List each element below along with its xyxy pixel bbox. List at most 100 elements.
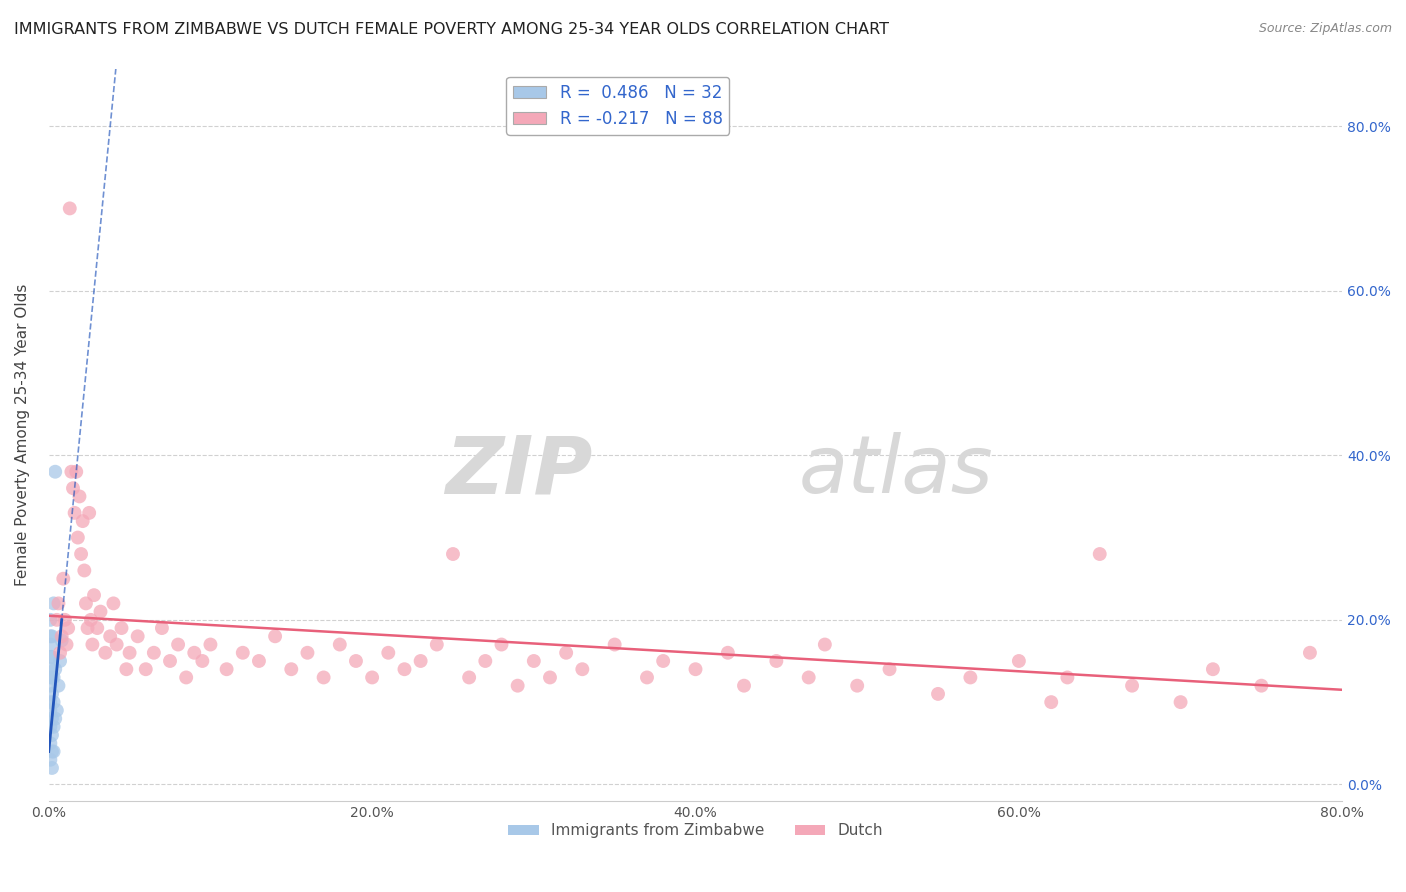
Point <box>394 662 416 676</box>
Text: ZIP: ZIP <box>444 433 592 510</box>
Point <box>48 679 70 693</box>
Point <box>458 670 481 684</box>
Point <box>927 687 949 701</box>
Point <box>41 687 63 701</box>
Point <box>63 506 86 520</box>
Point <box>76 621 98 635</box>
Point <box>49 646 72 660</box>
Point <box>49 654 72 668</box>
Point <box>733 679 755 693</box>
Point <box>56 621 79 635</box>
Point <box>127 629 149 643</box>
Point <box>409 654 432 668</box>
Point <box>80 613 103 627</box>
Point <box>66 531 89 545</box>
Point <box>42 670 65 684</box>
Point <box>42 744 65 758</box>
Point <box>39 679 62 693</box>
Point <box>491 638 513 652</box>
Point <box>39 720 62 734</box>
Point <box>75 596 97 610</box>
Point <box>39 670 62 684</box>
Point <box>60 465 83 479</box>
Point <box>1008 654 1031 668</box>
Point <box>603 638 626 652</box>
Point <box>215 662 238 676</box>
Point <box>280 662 302 676</box>
Point <box>39 629 62 643</box>
Point <box>1056 670 1078 684</box>
Point <box>72 514 94 528</box>
Point <box>344 654 367 668</box>
Point <box>53 613 76 627</box>
Point <box>797 670 820 684</box>
Point <box>1202 662 1225 676</box>
Point <box>51 633 73 648</box>
Point <box>86 621 108 635</box>
Point <box>59 202 82 216</box>
Point <box>110 621 132 635</box>
Point <box>105 638 128 652</box>
Point <box>717 646 740 660</box>
Point <box>555 646 578 660</box>
Point <box>652 654 675 668</box>
Point <box>55 638 77 652</box>
Point <box>183 646 205 660</box>
Point <box>167 638 190 652</box>
Point <box>1088 547 1111 561</box>
Point <box>44 712 66 726</box>
Point <box>247 654 270 668</box>
Point <box>69 490 91 504</box>
Point <box>41 629 63 643</box>
Point <box>39 613 62 627</box>
Point <box>200 638 222 652</box>
Point <box>73 564 96 578</box>
Point <box>39 649 62 664</box>
Point <box>814 638 837 652</box>
Point <box>39 753 62 767</box>
Point <box>361 670 384 684</box>
Point <box>297 646 319 660</box>
Point <box>39 638 62 652</box>
Point <box>538 670 561 684</box>
Point <box>571 662 593 676</box>
Point <box>42 596 65 610</box>
Point <box>41 649 63 664</box>
Point <box>441 547 464 561</box>
Point <box>45 703 67 717</box>
Point <box>879 662 901 676</box>
Point <box>765 654 787 668</box>
Point <box>41 712 63 726</box>
Point <box>41 728 63 742</box>
Point <box>426 638 449 652</box>
Point <box>174 670 197 684</box>
Point <box>1170 695 1192 709</box>
Point <box>44 465 66 479</box>
Point <box>1250 679 1272 693</box>
Point <box>1121 679 1143 693</box>
Point <box>846 679 869 693</box>
Point <box>70 547 93 561</box>
Point <box>48 596 70 610</box>
Point <box>94 646 117 660</box>
Point <box>312 670 335 684</box>
Point <box>191 654 214 668</box>
Point <box>523 654 546 668</box>
Point <box>42 720 65 734</box>
Point <box>39 736 62 750</box>
Legend: Immigrants from Zimbabwe, Dutch: Immigrants from Zimbabwe, Dutch <box>502 817 889 845</box>
Point <box>83 588 105 602</box>
Point <box>103 596 125 610</box>
Point <box>115 662 138 676</box>
Text: Source: ZipAtlas.com: Source: ZipAtlas.com <box>1258 22 1392 36</box>
Point <box>150 621 173 635</box>
Point <box>232 646 254 660</box>
Point <box>44 662 66 676</box>
Point <box>329 638 352 652</box>
Point <box>41 761 63 775</box>
Point <box>39 703 62 717</box>
Point <box>636 670 658 684</box>
Point <box>377 646 399 660</box>
Point <box>65 465 87 479</box>
Text: IMMIGRANTS FROM ZIMBABWE VS DUTCH FEMALE POVERTY AMONG 25-34 YEAR OLDS CORRELATI: IMMIGRANTS FROM ZIMBABWE VS DUTCH FEMALE… <box>14 22 889 37</box>
